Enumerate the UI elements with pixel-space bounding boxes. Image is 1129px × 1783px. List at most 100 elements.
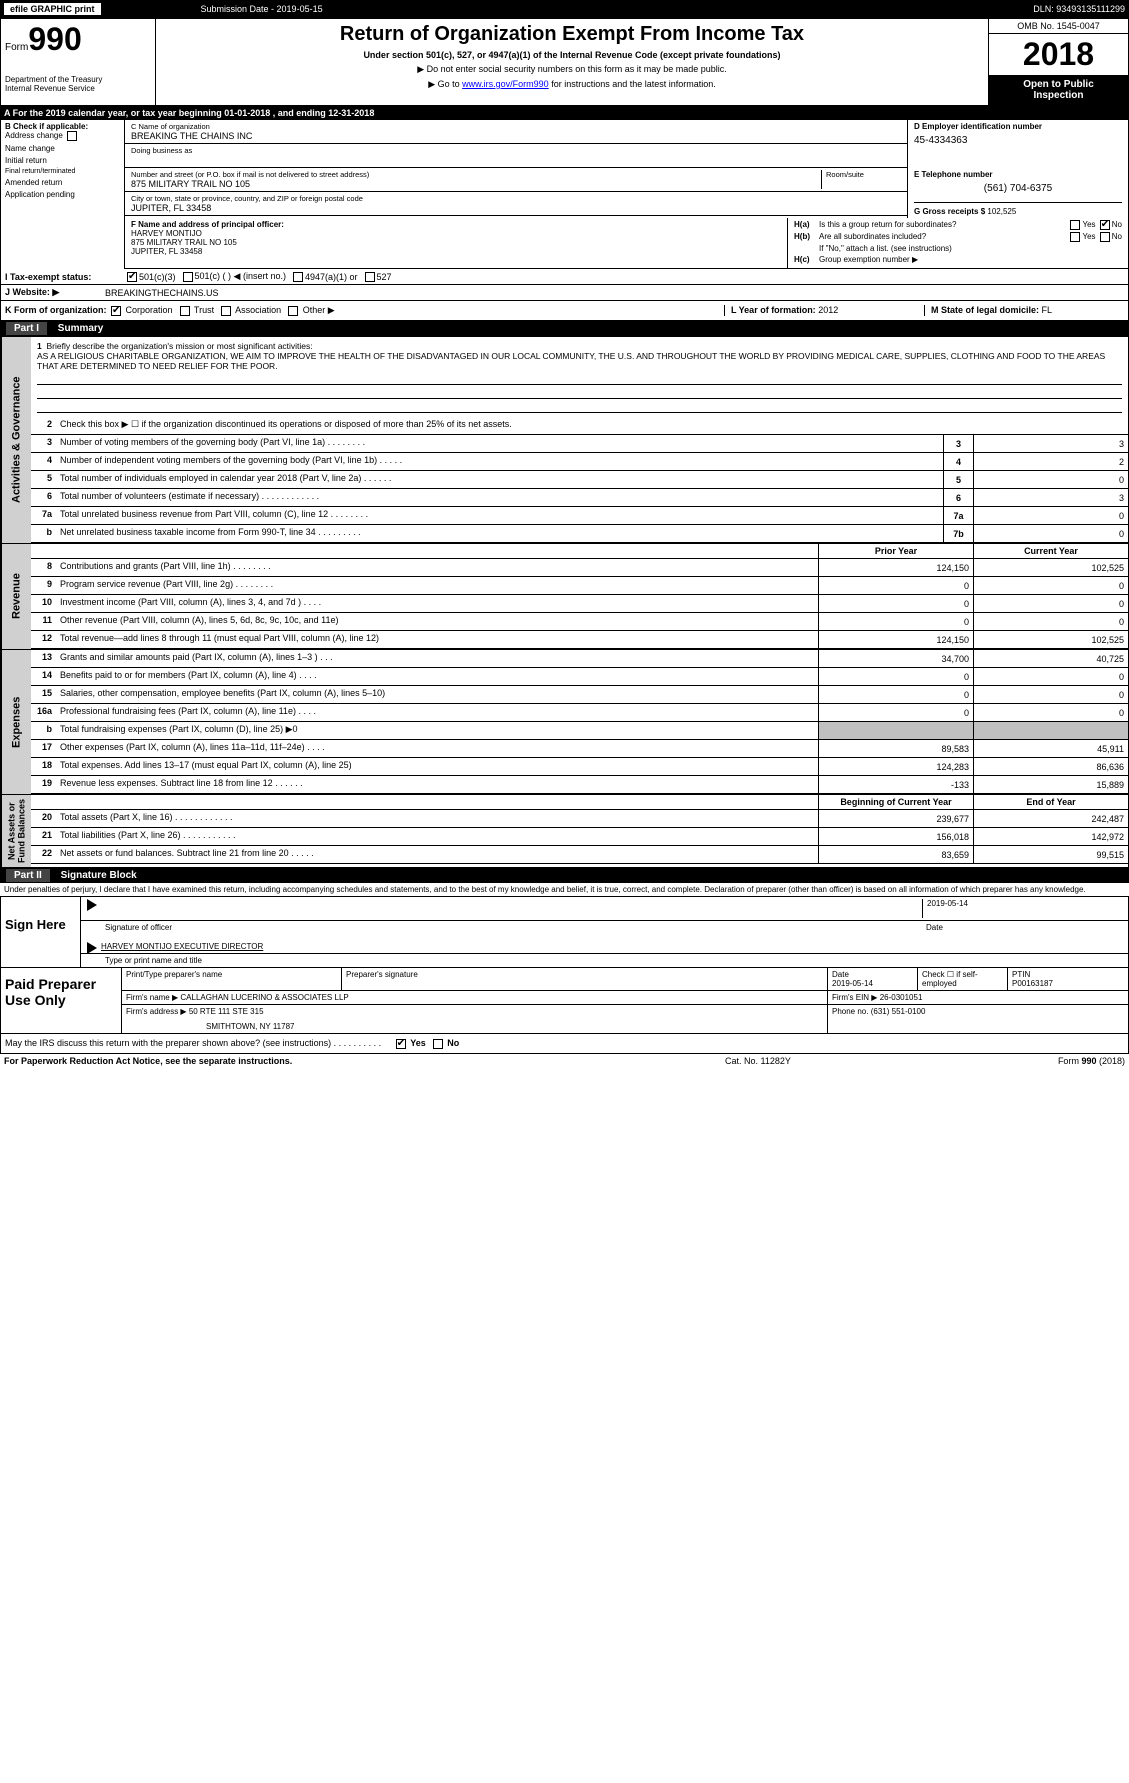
part-2-header: Part II Signature Block [0, 868, 1129, 883]
row-k: K Form of organization: Corporation Trus… [0, 301, 1129, 321]
check-amended: Amended return [5, 178, 120, 187]
col-b-header: B Check if applicable: [5, 122, 120, 131]
signature-section: Sign Here 2019-05-14 Signature of office… [0, 896, 1129, 968]
line-row: 19Revenue less expenses. Subtract line 1… [31, 776, 1128, 794]
line-row: 12Total revenue—add lines 8 through 11 (… [31, 631, 1128, 649]
col-f-officer: F Name and address of principal officer:… [125, 218, 788, 268]
footer: For Paperwork Reduction Act Notice, see … [0, 1054, 1129, 1068]
mission-block: 1 Briefly describe the organization's mi… [31, 337, 1128, 417]
checkbox-icon[interactable] [127, 272, 137, 282]
checkbox-icon[interactable] [67, 131, 77, 141]
state-domicile: FL [1042, 305, 1053, 315]
officer-signature-name: HARVEY MONTIJO EXECUTIVE DIRECTOR [101, 942, 263, 951]
line-row: 3Number of voting members of the governi… [31, 435, 1128, 453]
firm-addr: 50 RTE 111 STE 315 [189, 1007, 264, 1016]
year-formation: 2012 [818, 305, 838, 315]
org-city: JUPITER, FL 33458 [131, 203, 901, 213]
line-row: 22Net assets or fund balances. Subtract … [31, 846, 1128, 864]
checkbox-icon[interactable] [1100, 232, 1110, 242]
arrow-icon [87, 942, 97, 954]
row-i-tax-status: I Tax-exempt status: 501(c)(3) 501(c) ( … [0, 269, 1129, 285]
ptin: P00163187 [1012, 979, 1124, 988]
check-initial-return: Initial return [5, 156, 120, 165]
arrow-icon [87, 899, 97, 911]
side-label-activities: Activities & Governance [1, 337, 31, 543]
paperwork-notice: For Paperwork Reduction Act Notice, see … [4, 1056, 725, 1066]
line-row: 4Number of independent voting members of… [31, 453, 1128, 471]
checkbox-icon[interactable] [433, 1039, 443, 1049]
line-row: 5Total number of individuals employed in… [31, 471, 1128, 489]
header-bar: efile GRAPHIC print Submission Date - 20… [0, 0, 1129, 18]
col-d-tel: E Telephone number (561) 704-6375 G Gros… [908, 168, 1128, 218]
row-fh: F Name and address of principal officer:… [125, 218, 1128, 269]
gross-receipts: 102,525 [987, 207, 1016, 216]
form-prefix: Form [5, 42, 28, 53]
form-header: Form990 Department of the Treasury Inter… [0, 18, 1129, 106]
line-row: 21Total liabilities (Part X, line 26) . … [31, 828, 1128, 846]
line-row: 20Total assets (Part X, line 16) . . . .… [31, 810, 1128, 828]
section-expenses: Expenses 13Grants and similar amounts pa… [0, 650, 1129, 795]
checkbox-icon[interactable] [1100, 220, 1110, 230]
line-row: 13Grants and similar amounts paid (Part … [31, 650, 1128, 668]
irs-link[interactable]: www.irs.gov/Form990 [462, 79, 549, 89]
telephone: (561) 704-6375 [914, 183, 1122, 194]
address-row: Number and street (or P.O. box if mail i… [125, 168, 907, 192]
prep-date: 2019-05-14 [832, 979, 913, 988]
line-row: 2Check this box ▶ ☐ if the organization … [31, 417, 1128, 435]
checkbox-icon[interactable] [183, 272, 193, 282]
checkbox-icon[interactable] [293, 272, 303, 282]
side-label-revenue: Revenue [1, 544, 31, 649]
form-subtitle-2: ▶ Do not enter social security numbers o… [164, 64, 980, 75]
line-row: bTotal fundraising expenses (Part IX, co… [31, 722, 1128, 740]
cat-number: Cat. No. 11282Y [725, 1056, 925, 1066]
check-application: Application pending [5, 190, 120, 199]
section-revenue: Revenue Prior Year Current Year 8Contrib… [0, 544, 1129, 650]
section-activities: Activities & Governance 1 Briefly descri… [0, 336, 1129, 544]
line-row: 14Benefits paid to or for members (Part … [31, 668, 1128, 686]
section-bcd: B Check if applicable: Address change Na… [0, 120, 1129, 269]
checkbox-icon[interactable] [1070, 232, 1080, 242]
checkbox-icon[interactable] [396, 1039, 406, 1049]
sign-here-label: Sign Here [1, 897, 81, 967]
paid-preparer-label: Paid Preparer Use Only [1, 968, 121, 1033]
form-number: 990 [28, 21, 81, 57]
tax-year: 2018 [989, 34, 1128, 75]
checkbox-icon[interactable] [221, 306, 231, 316]
col-d-ein: D Employer identification number 45-4334… [908, 120, 1128, 168]
line-row: 6Total number of volunteers (estimate if… [31, 489, 1128, 507]
checkbox-icon[interactable] [365, 272, 375, 282]
checkbox-icon[interactable] [288, 306, 298, 316]
officer-addr: 875 MILITARY TRAIL NO 105 [131, 238, 781, 247]
dln: DLN: 93493135111299 [1033, 4, 1125, 14]
paid-preparer-section: Paid Preparer Use Only Print/Type prepar… [0, 968, 1129, 1034]
ein-value: 45-4334363 [914, 135, 1122, 146]
col-c: C Name of organization BREAKING THE CHAI… [125, 120, 1128, 269]
headers-boy-eoy: Beginning of Current Year End of Year [31, 795, 1128, 810]
part-1-header: Part I Summary [0, 321, 1129, 336]
check-final-return: Final return/terminated [5, 168, 120, 175]
row-j-website: J Website: ▶ BREAKINGTHECHAINS.US [0, 285, 1129, 301]
checkbox-icon[interactable] [111, 306, 121, 316]
form-subtitle-3: ▶ Go to www.irs.gov/Form990 for instruct… [164, 79, 980, 90]
line-row: 11Other revenue (Part VIII, column (A), … [31, 613, 1128, 631]
line-row: bNet unrelated business taxable income f… [31, 525, 1128, 543]
line-row: 8Contributions and grants (Part VIII, li… [31, 559, 1128, 577]
section-net-assets: Net Assets or Fund Balances Beginning of… [0, 795, 1129, 868]
firm-ein: 26-0301051 [880, 993, 923, 1002]
form-title-block: Return of Organization Exempt From Incom… [156, 19, 988, 105]
col-b-checkboxes: B Check if applicable: Address change Na… [1, 120, 125, 269]
line-row: 15Salaries, other compensation, employee… [31, 686, 1128, 704]
penalties-text: Under penalties of perjury, I declare th… [0, 883, 1129, 896]
form-number-block: Form990 Department of the Treasury Inter… [1, 19, 156, 105]
line-row: 18Total expenses. Add lines 13–17 (must … [31, 758, 1128, 776]
checkbox-icon[interactable] [1070, 220, 1080, 230]
checkbox-icon[interactable] [180, 306, 190, 316]
line-row: 9Program service revenue (Part VIII, lin… [31, 577, 1128, 595]
submission-date: Submission Date - 2019-05-15 [101, 4, 1034, 14]
officer-city: JUPITER, FL 33458 [131, 247, 781, 256]
website-value: BREAKINGTHECHAINS.US [105, 288, 219, 298]
line-row: 17Other expenses (Part IX, column (A), l… [31, 740, 1128, 758]
line-row: 16aProfessional fundraising fees (Part I… [31, 704, 1128, 722]
form-year-block: OMB No. 1545-0047 2018 Open to Public In… [988, 19, 1128, 105]
firm-phone: (631) 551-0100 [871, 1007, 926, 1016]
